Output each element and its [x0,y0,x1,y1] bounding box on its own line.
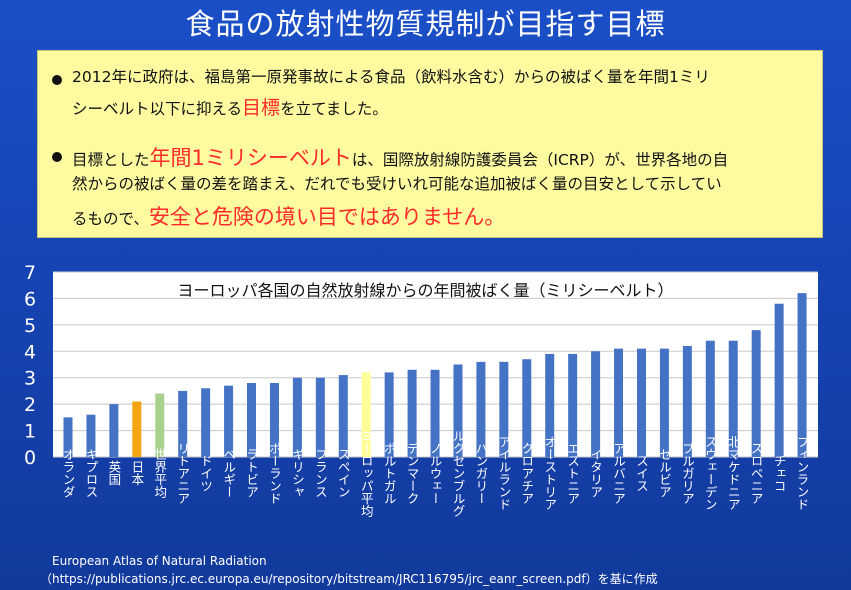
bullet-1-line-1: 2012年に政府は、福島第一原発事故による食品（飲料水含む）からの被ばく量を年間… [72,65,710,87]
y-tick-label: 7 [24,262,36,284]
bar [751,330,761,457]
y-tick-label: 0 [24,447,36,469]
text-segment: 年間1ミリシーベルト [149,146,352,170]
x-tick-label: デンマーク [405,442,420,505]
bar [201,388,211,457]
bar [338,375,348,457]
bar [407,369,417,457]
bar [659,348,669,457]
source-line-1: European Atlas of Natural Radiation [52,554,267,568]
x-tick-label: 北マケドニア [726,436,741,511]
text-segment: 然からの被ばく量の差を踏まえ、だれでも受けいれ可能な追加被ばく量の目安として示し… [72,175,722,193]
x-tick-label: ドイツ [198,454,213,492]
bar [247,383,257,457]
y-tick-label: 5 [24,315,36,337]
bar [453,364,463,457]
bar [499,361,509,457]
bar [384,372,394,457]
x-tick-label: セルビア [657,448,672,498]
bullet-2-line-2: 然からの被ばく量の差を踏まえ、だれでも受けいれ可能な追加被ばく量の目安として示し… [72,172,722,194]
x-tick-label: ハンガリー [473,442,488,505]
bar [224,385,234,457]
x-tick-label: リトアニア [175,442,190,505]
bar [430,369,440,457]
bullet-2-line-1: 目標とした年間1ミリシーベルトは、国際放射線防護委員会（ICRP）が、世界各地の… [72,142,728,172]
radiation-chart: 0 1 2 3 4 5 6 7 ヨーロッパ各国の自然放射線からの年間被ばく量（ミリシーベルト） オ… [0,250,851,570]
x-tick-label: チェコ [772,454,787,492]
x-tick-label: ベルギー [221,448,236,498]
slide-title: 食品の放射性物質規制が目指す目標 [185,7,666,41]
bar [476,361,486,457]
bar [86,414,96,457]
text-segment: 2012年に政府は、福島第一原発事故による食品（飲料水含む）からの被ばく量を年間… [72,68,710,86]
bar [636,348,646,457]
bar [155,393,165,457]
bar [705,340,715,457]
x-tick-label: スペイン [336,448,351,498]
x-tick-label: オーストリア [542,436,557,511]
bar [774,303,784,457]
x-tick-label: 英国 [106,461,121,486]
chart-svg: 0 1 2 3 4 5 6 7 ヨーロッパ各国の自然放射線からの年間被ばく量（ミリシーベルト） オ… [24,262,818,517]
explanation-box: 2012年に政府は、福島第一原発事故による食品（飲料水含む）からの被ばく量を年間… [37,50,823,238]
bullet-1-dot [52,75,62,85]
bar [728,340,738,457]
x-tick-label: イタリア [588,448,603,498]
bar [178,390,188,457]
y-tick-label: 2 [24,394,36,416]
x-tick-label: フィンランド [795,436,810,511]
x-tick-label: ポルトガル [382,442,397,505]
text-segment: を立てました。 [280,100,388,118]
x-tick-label: ギリシャ [290,448,305,498]
x-tick-label: オランダ [61,448,76,498]
text-segment: 目標とした [72,151,150,169]
y-tick-label: 4 [24,341,36,363]
text-segment: 目標 [242,97,281,119]
bullet-2-dot [52,152,62,162]
text-segment: るもので、 [72,210,149,228]
x-tick-label: クロアチア [519,442,534,505]
bar [591,351,601,457]
bar [568,353,578,457]
chart-title: ヨーロッパ各国の自然放射線からの年間被ばく量（ミリシーベルト） [177,281,673,300]
x-tick-label: スロベニア [749,442,764,505]
x-tick-label: ルクセンブルグ [450,429,465,517]
bar [614,348,624,457]
bar [269,383,279,457]
bullet-1-line-2: シーベルト以下に抑える目標を立てました。 [72,93,388,120]
x-tick-label: 世界平均 [152,448,167,499]
y-tick-label: 3 [24,368,36,390]
source-line-2: （https://publications.jrc.ec.europa.eu/r… [40,572,658,586]
x-tick-label: 日本 [129,461,144,487]
x-tick-label: ヨーロッパ平均 [359,429,374,517]
bar [797,293,807,457]
x-tick-label: ノルウェー [428,442,443,505]
bar [315,377,325,457]
x-tick-label: ブルガリア [680,441,695,505]
bar [522,359,532,457]
bullet-2-line-3: るもので、安全と危険の境い目ではありません。 [72,201,505,231]
bar [545,353,555,457]
bar [361,372,371,457]
x-tick-label: ラトビア [244,448,259,498]
y-tick-label: 1 [24,421,36,443]
x-tick-label: ポーランド [267,442,282,505]
text-segment: は、国際放射線防護委員会（ICRP）が、世界各地の自 [351,151,729,169]
text-segment: シーベルト以下に抑える [72,100,243,118]
bar [292,377,302,457]
x-tick-label: スイス [634,454,649,492]
x-tick-label: アルバニア [611,442,626,505]
x-tick-label: アイルランド [496,436,511,511]
bar [682,346,692,457]
bar [63,417,73,457]
x-tick-label: エストニア [565,442,580,505]
x-tick-label: スウェーデン [703,436,718,511]
y-tick-label: 6 [24,288,36,310]
text-segment: 安全と危険の境い目ではありません。 [148,205,506,229]
bar [132,401,142,457]
x-tick-label: フランス [313,448,328,498]
bar [109,404,119,457]
x-tick-label: キプロス [83,448,98,498]
